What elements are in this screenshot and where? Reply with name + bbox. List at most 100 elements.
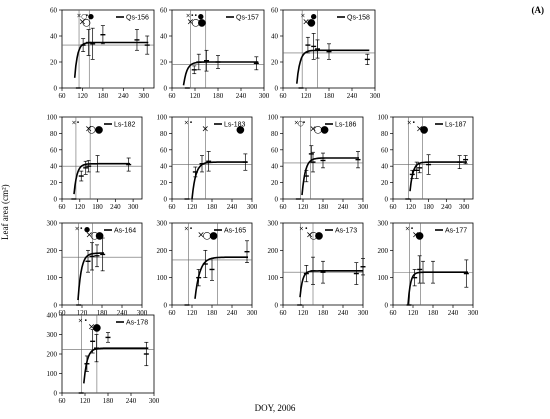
- x-tick-label: 180: [318, 309, 329, 317]
- y-tick-label: 40: [160, 33, 168, 41]
- fit-curve: [296, 49, 370, 84]
- phenology-marker: •: [194, 13, 198, 20]
- legend-label: As-178: [126, 320, 148, 327]
- x-tick-label: 60: [169, 309, 177, 317]
- phenology-marker: ●: [209, 231, 218, 242]
- x-tick-label: 60: [59, 92, 67, 100]
- legend-label: As-165: [224, 228, 246, 235]
- phenology-marker: ×: [302, 18, 310, 28]
- phenology-marker: ×: [88, 323, 96, 333]
- y-tick-label: 20: [160, 59, 168, 67]
- phenology-marker: ×: [79, 18, 87, 28]
- phenology-marker: ○: [298, 120, 304, 128]
- y-tick-label: 80: [381, 130, 389, 138]
- x-tick-label: 120: [406, 203, 417, 211]
- fit-curve: [409, 161, 467, 192]
- x-tick-label: 120: [298, 309, 309, 317]
- x-tick-label: 180: [324, 92, 335, 100]
- phenology-marker: ●: [307, 18, 316, 29]
- x-tick-label: 300: [139, 92, 150, 100]
- y-tick-label: 100: [47, 370, 58, 378]
- x-tick-label: 60: [169, 92, 177, 100]
- x-tick-label: 180: [213, 92, 224, 100]
- plot-frame: [392, 116, 474, 200]
- phenology-marker: ●: [198, 18, 207, 29]
- y-tick-label: 0: [385, 302, 389, 310]
- y-tick-label: 100: [378, 114, 389, 122]
- x-tick-label: 120: [408, 309, 419, 317]
- fit-curve: [73, 162, 130, 195]
- x-tick-label: 300: [137, 309, 148, 317]
- x-tick-label: 240: [227, 309, 238, 317]
- x-tick-label: 180: [428, 309, 439, 317]
- x-tick-label: 300: [468, 309, 479, 317]
- legend-label: As-173: [335, 228, 357, 235]
- y-tick-label: 60: [381, 146, 389, 154]
- y-tick-label: 80: [50, 130, 58, 138]
- phenology-marker: ×: [85, 125, 93, 135]
- y-tick-label: 100: [47, 274, 58, 282]
- y-tick-label: 200: [47, 351, 58, 359]
- phenology-marker: •: [305, 226, 309, 233]
- y-tick-label: 0: [54, 302, 58, 310]
- phenology-marker: ●: [415, 231, 424, 242]
- x-tick-label: 60: [59, 309, 67, 317]
- x-tick-label: 300: [459, 203, 470, 211]
- legend-label: Qs-158: [347, 15, 370, 22]
- y-tick-label: 40: [271, 33, 279, 41]
- y-tick-label: 0: [54, 85, 58, 93]
- fit-curve: [407, 271, 468, 306]
- phenology-marker: •: [189, 226, 193, 233]
- y-axis-label: Leaf area (cm²): [0, 184, 10, 240]
- y-tick-label: 200: [378, 247, 389, 255]
- fit-curve: [299, 270, 363, 298]
- phenology-marker: ×: [71, 120, 76, 127]
- y-tick-label: 200: [268, 247, 279, 255]
- phenology-marker: ×: [184, 120, 189, 127]
- phenology-marker: ○: [309, 231, 318, 242]
- y-tick-label: 300: [47, 331, 58, 339]
- phenology-marker: •: [84, 318, 88, 325]
- phenology-marker: ×: [77, 13, 82, 20]
- phenology-marker: ○: [191, 18, 200, 29]
- x-tick-label: 240: [118, 92, 129, 100]
- phenology-marker: ×: [186, 13, 191, 20]
- phenology-marker: ○: [203, 231, 212, 242]
- y-tick-label: 60: [271, 146, 279, 154]
- panel-letter: (A): [531, 5, 545, 15]
- y-tick-label: 20: [271, 59, 279, 67]
- x-tick-label: 300: [358, 309, 369, 317]
- legend-label: Ls-186: [335, 122, 357, 129]
- y-tick-label: 40: [50, 33, 58, 41]
- y-tick-label: 40: [381, 163, 389, 171]
- x-tick-label: 240: [227, 203, 238, 211]
- phenology-marker: ×: [294, 120, 299, 127]
- x-tick-label: 240: [338, 203, 349, 211]
- y-tick-label: 0: [54, 390, 58, 398]
- legend-label: Qs-156: [126, 15, 149, 22]
- phenology-marker: •: [410, 226, 414, 233]
- phenology-marker: ×: [78, 318, 83, 325]
- x-tick-label: 300: [247, 203, 258, 211]
- phenology-marker: ○: [87, 125, 96, 136]
- x-tick-label: 60: [390, 203, 398, 211]
- x-tick-label: 180: [207, 309, 218, 317]
- phenology-marker: ●: [420, 125, 429, 136]
- x-tick-label: 60: [59, 397, 67, 405]
- phenology-marker: ●: [320, 125, 329, 136]
- x-tick-label: 180: [97, 309, 108, 317]
- phenology-marker: ×: [187, 18, 195, 28]
- phenology-marker: ●: [95, 125, 104, 136]
- y-tick-label: 200: [47, 247, 58, 255]
- y-tick-label: 20: [381, 179, 389, 187]
- y-tick-label: 300: [268, 220, 279, 228]
- y-tick-label: 20: [50, 179, 58, 187]
- phenology-marker: ×: [202, 125, 210, 135]
